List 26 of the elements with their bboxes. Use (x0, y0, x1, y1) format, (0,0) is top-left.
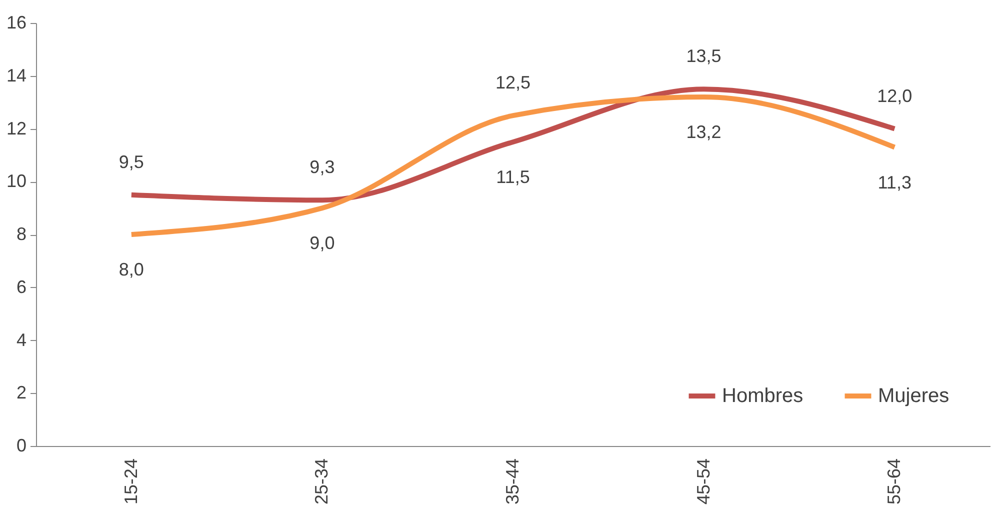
y-tick-label: 4 (16, 330, 26, 350)
data-label: 9,3 (310, 157, 335, 178)
x-tick-label: 35-44 (502, 458, 522, 505)
y-tick-label: 16 (6, 12, 26, 32)
y-tick-label: 6 (16, 276, 26, 297)
data-label: 11,3 (878, 172, 912, 192)
data-label: 9,5 (118, 152, 144, 172)
data-label: 8,0 (118, 260, 144, 280)
x-tick-label: 45-54 (693, 458, 714, 505)
legend-label: Mujeres (878, 385, 950, 407)
data-label: 12,0 (877, 86, 912, 106)
y-tick-label: 10 (6, 171, 26, 192)
data-label: 12,5 (495, 72, 531, 93)
data-label: 13,5 (686, 46, 722, 66)
x-tick-label: 25-34 (312, 458, 332, 505)
y-tick-label: 12 (6, 118, 26, 138)
data-label: 9,0 (310, 233, 335, 254)
data-label: 11,5 (496, 166, 530, 187)
y-tick-label: 0 (16, 436, 26, 456)
legend-label: Hombres (722, 385, 804, 407)
x-tick-label: 55-64 (884, 458, 904, 505)
y-tick-label: 14 (6, 65, 26, 86)
x-tick-label: 15-24 (120, 458, 141, 505)
data-label: 13,2 (686, 122, 722, 142)
y-tick-label: 2 (16, 382, 26, 403)
y-tick-label: 8 (16, 224, 26, 244)
